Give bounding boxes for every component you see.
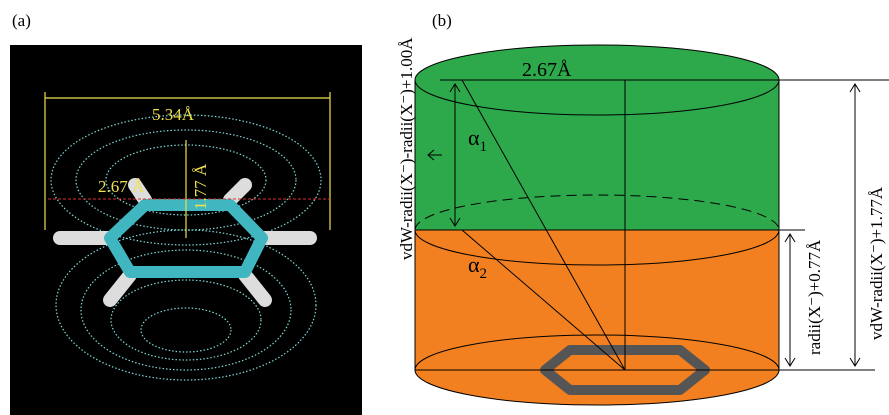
radius-label: 2.67 Å (98, 177, 145, 196)
height-label: 1.77 Å (191, 163, 210, 210)
panel-label: (b) (432, 11, 452, 30)
figure: (a) 5.34Å 2.67 Å 1.77 Å (b) (0, 0, 889, 415)
dimension-label: radii(X⁻)+0.77Å (805, 239, 824, 355)
radius-label: 2.67Å (522, 59, 572, 81)
dimension-label: vdW-radii(X⁻)+1.77Å (867, 186, 886, 340)
width-label: 5.34Å (152, 105, 195, 124)
dimension-label: vdW-radii(X⁻)-radii(X⁻)+1.00Å (397, 37, 416, 260)
panel-label: (a) (12, 11, 31, 30)
